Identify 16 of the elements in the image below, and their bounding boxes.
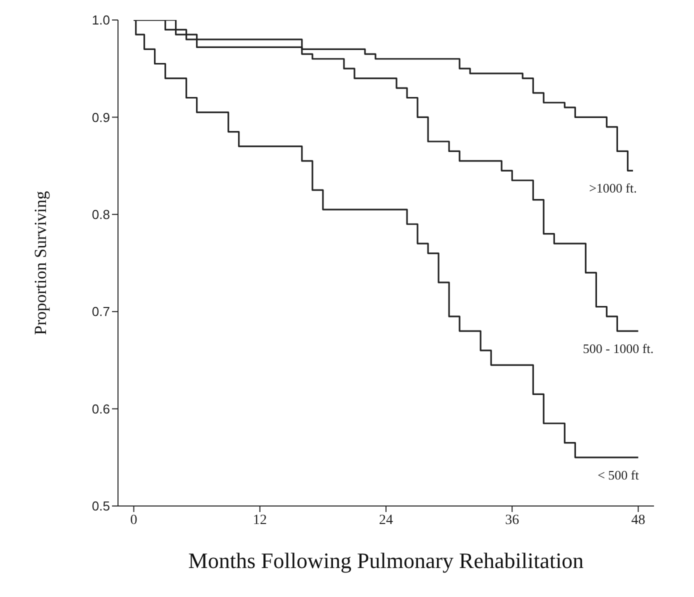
y-tick-label: 0.9 bbox=[92, 110, 110, 125]
y-tick-label: 0.6 bbox=[92, 401, 110, 416]
x-tick-label: 0 bbox=[130, 512, 138, 528]
x-tick-label: 48 bbox=[631, 512, 646, 528]
y-tick-label: 0.7 bbox=[92, 304, 110, 320]
y-tick-label: 0.5 bbox=[92, 498, 110, 514]
x-tick-label: 12 bbox=[252, 512, 267, 528]
series-label: >1000 ft. bbox=[589, 180, 637, 196]
x-tick-label: 36 bbox=[505, 512, 520, 528]
y-tick-label: 1.0 bbox=[92, 12, 110, 28]
y-tick-label: 0.8 bbox=[92, 207, 110, 222]
series-label: < 500 ft bbox=[598, 467, 640, 482]
series-label: 500 - 1000 ft. bbox=[582, 341, 654, 356]
x-axis-title: Months Following Pulmonary Rehabilitation bbox=[188, 548, 584, 573]
x-tick-label: 24 bbox=[379, 512, 393, 528]
y-axis-title: Proportion Surviving bbox=[31, 190, 50, 336]
